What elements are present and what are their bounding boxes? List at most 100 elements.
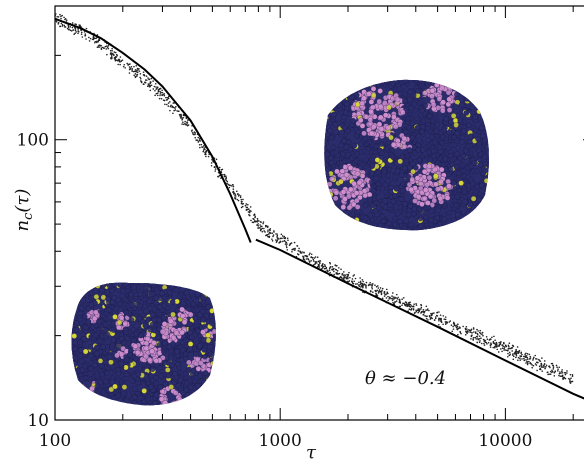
scatter-point <box>254 214 256 216</box>
scatter-point <box>501 344 504 347</box>
scatter-point <box>564 373 567 376</box>
scatter-point <box>60 15 62 18</box>
scatter-point <box>223 175 226 178</box>
scatter-point <box>559 371 561 373</box>
scatter-point <box>508 354 511 357</box>
scatter-point <box>266 233 269 236</box>
scatter-point <box>165 96 167 99</box>
scatter-point <box>456 328 459 331</box>
scatter-point <box>541 357 543 359</box>
scatter-point <box>523 355 525 358</box>
scatter-point <box>549 370 552 373</box>
scatter-point <box>146 85 149 88</box>
scatter-point <box>80 31 83 34</box>
scatter-point <box>499 342 502 345</box>
scatter-point <box>317 260 320 263</box>
scatter-point <box>265 234 267 237</box>
scatter-point <box>256 219 259 222</box>
scatter-point <box>517 359 519 361</box>
scatter-point <box>342 274 345 276</box>
fit-lines <box>54 17 584 400</box>
scatter-point <box>184 122 186 125</box>
scatter-point <box>124 67 126 69</box>
scatter-point <box>570 380 573 383</box>
scatter-point <box>225 179 228 182</box>
scatter-point <box>139 72 142 75</box>
scatter-point <box>109 49 112 52</box>
scatter-point <box>276 234 279 237</box>
scatter-point <box>167 97 170 100</box>
scatter-point <box>172 102 175 104</box>
scatter-point <box>553 374 556 377</box>
scatter-point <box>57 16 60 18</box>
scatter-point <box>57 23 60 25</box>
scatter-point <box>80 33 83 35</box>
scatter-point <box>285 246 288 249</box>
scatter-point <box>241 203 244 205</box>
scatter-point <box>115 53 118 56</box>
scatter-point <box>377 287 380 289</box>
scatter-point <box>551 370 554 373</box>
scatter-point <box>336 270 339 272</box>
scatter-point <box>138 70 141 72</box>
scatter-point <box>369 281 371 284</box>
scatter-point <box>436 315 439 317</box>
scatter-point <box>523 357 525 360</box>
scatter-point <box>205 149 208 152</box>
scatter-point <box>194 136 197 139</box>
scatter-point <box>512 345 515 347</box>
scatter-point <box>507 352 509 355</box>
scatter-point <box>252 217 254 220</box>
scatter-point <box>296 245 298 247</box>
scatter-point <box>479 340 481 342</box>
scatter-point <box>249 206 252 208</box>
scatter-point <box>371 283 374 285</box>
scatter-point <box>234 195 237 197</box>
scatter-point <box>340 268 342 271</box>
scatter-point <box>258 220 260 222</box>
scatter-point <box>472 327 475 329</box>
scatter-point <box>276 238 279 240</box>
scatter-point <box>409 303 412 306</box>
scatter-point <box>542 366 545 368</box>
scatter-point <box>552 364 554 367</box>
scatter-point <box>155 86 157 88</box>
scatter-point <box>299 250 301 253</box>
scatter-point <box>130 65 133 68</box>
scatter-point <box>191 131 194 134</box>
scatter-point <box>413 303 415 306</box>
scatter-point <box>371 291 374 293</box>
scatter-point <box>286 249 289 251</box>
scatter-point <box>61 14 63 17</box>
scatter-point <box>448 321 451 323</box>
scatter-point <box>501 350 503 353</box>
scatter-point <box>358 285 361 288</box>
scatter-point <box>445 321 448 323</box>
scatter-point <box>347 280 350 283</box>
scatter-point <box>120 60 123 62</box>
scatter-point <box>163 94 166 97</box>
scatter-point <box>75 31 78 33</box>
scatter-point <box>214 170 216 172</box>
scatter-point <box>466 332 468 335</box>
scatter-point <box>269 232 272 234</box>
scatter-point <box>525 352 527 355</box>
scatter-point <box>197 136 200 139</box>
scatter-point <box>560 372 562 374</box>
scatter-point <box>256 217 259 220</box>
scatter-point <box>312 260 315 262</box>
scatter-point <box>259 225 262 228</box>
scatter-point <box>92 38 95 41</box>
scatter-point <box>374 289 376 292</box>
scatter-point <box>451 330 454 333</box>
scatter-point <box>470 338 472 340</box>
scatter-point <box>160 97 163 100</box>
scatter-point <box>359 277 361 279</box>
scatter-point <box>487 341 490 344</box>
scatter-point <box>517 356 520 359</box>
scatter-point <box>376 285 379 287</box>
scatter-point <box>486 343 488 345</box>
scatter-point <box>570 377 572 379</box>
scatter-point <box>134 70 137 73</box>
scatter-point <box>536 358 538 360</box>
